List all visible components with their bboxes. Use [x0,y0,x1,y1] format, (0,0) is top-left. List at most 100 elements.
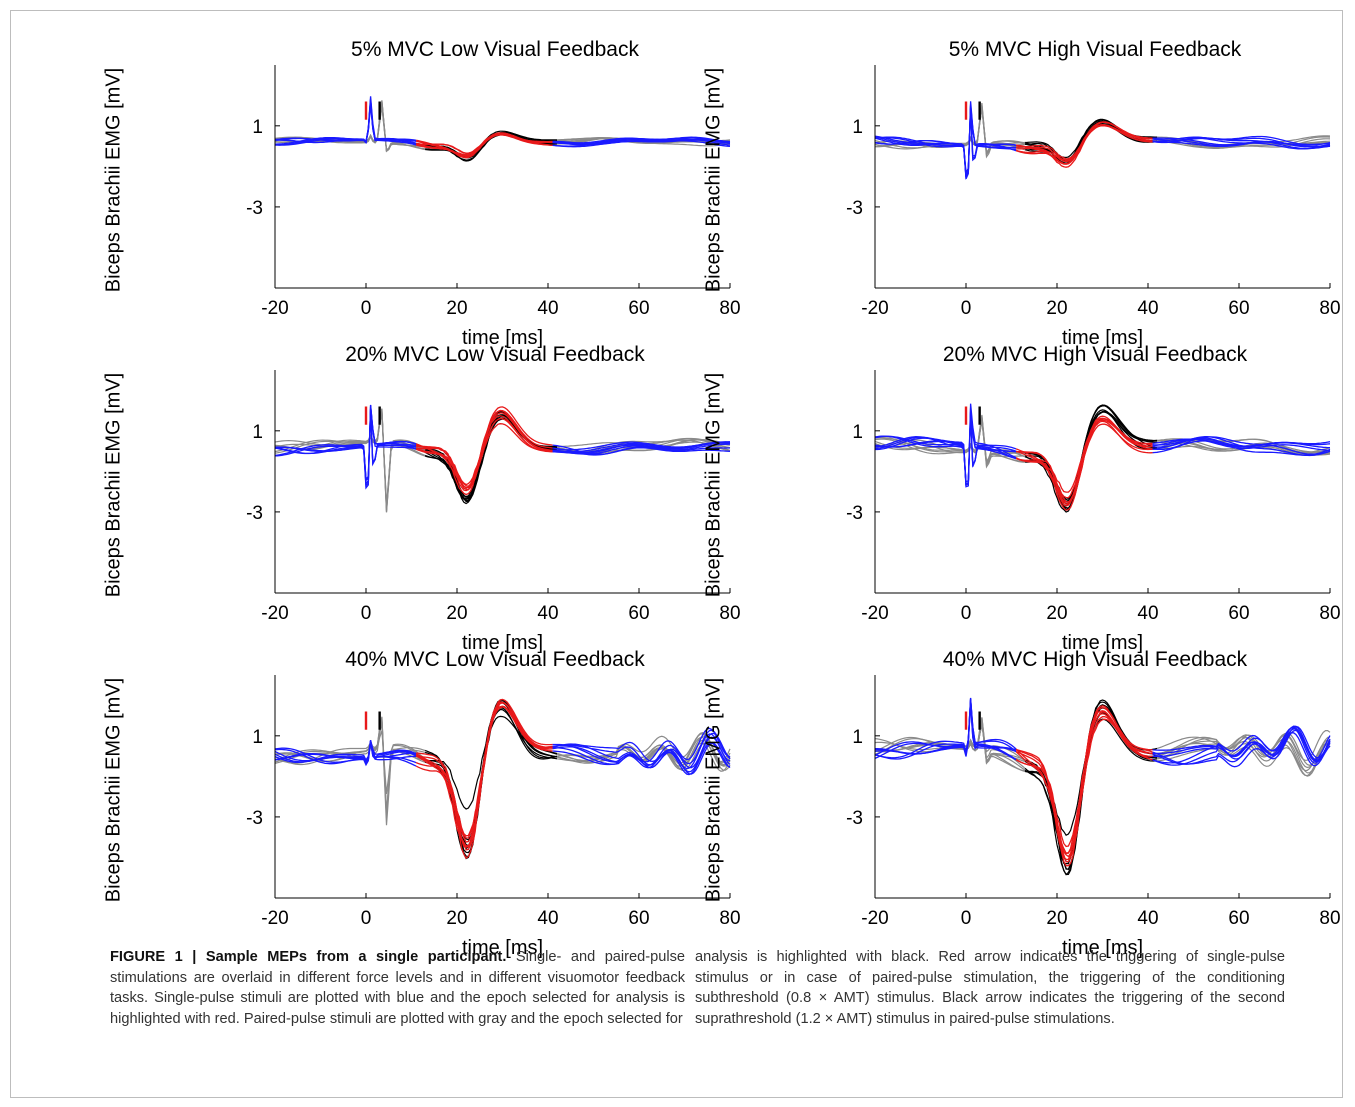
x-tick-label: 60 [1228,298,1249,319]
panel-title: 40% MVC High Visual Feedback [942,648,1248,671]
single-pulse-trace [552,137,731,148]
panel-title: 5% MVC Low Visual Feedback [351,38,639,61]
x-tick-label: -20 [261,298,288,319]
x-tick-label: 80 [1319,298,1340,319]
caption-left: FIGURE 1 | Sample MEPs from a single par… [110,947,685,1029]
y-axis-label: Biceps Brachii EMG [mV] [102,372,125,598]
single-pulse-selected-epoch [415,701,553,847]
chart-panel-5: -20 0 20 40 60 80 1 -3 40% MVC Low Visual Feedba… [100,630,741,959]
x-tick-label: 20 [1046,908,1067,929]
single-pulse-selected-epoch [1015,713,1153,848]
single-pulse-trace [1152,732,1331,767]
single-pulse-trace [1152,137,1331,148]
single-pulse-selected-epoch [415,133,553,156]
x-axis-label: time [ms] [1061,327,1144,349]
single-pulse-trace [1152,438,1331,451]
paired-pulse-trace [556,731,731,767]
single-pulse-trace [874,104,1017,181]
paired-pulse-trace [274,412,426,513]
x-tick-label: 20 [446,603,467,624]
x-tick-label: 60 [628,908,649,929]
y-tick-label: -3 [246,198,263,219]
single-pulse-trace [552,137,731,145]
single-pulse-trace [874,107,1017,175]
x-tick-label: 40 [1137,908,1158,929]
single-pulse-selected-epoch [1015,419,1153,493]
y-axis-label-wrap: Biceps Brachii EMG [mV] [700,20,728,320]
x-tick-label: -20 [261,603,288,624]
single-pulse-trace [874,699,1017,759]
paired-pulse-trace [274,106,426,152]
chart-panel-2: -20 0 20 40 60 80 1 -3 5% MVC High Visual Feedba… [700,20,1341,349]
x-tick-label: -20 [261,908,288,929]
single-pulse-trace [1152,727,1331,764]
single-pulse-trace [274,742,417,765]
x-tick-label: 60 [628,603,649,624]
figure-frame [10,10,1343,1098]
chart-panel-3: -20 0 20 40 60 80 1 -3 20% MVC Low Visual Feedba… [100,325,741,654]
single-pulse-selected-epoch [416,423,553,487]
paired-pulse-selected-epoch [1025,404,1158,502]
x-tick-label: 40 [1137,603,1158,624]
paired-pulse-trace [874,717,1026,773]
single-pulse-selected-epoch [415,701,553,848]
x-tick-label: 80 [719,298,740,319]
single-pulse-trace [274,104,417,146]
chart-svg: -20 0 20 40 60 80 1 -3 [846,675,1341,929]
x-tick-label: 80 [1319,908,1340,929]
x-tick-label: -20 [861,298,888,319]
paired-pulse-trace [274,716,426,817]
single-pulse-trace [874,415,1017,485]
x-axis-label: time [ms] [461,327,544,349]
y-tick-label: -3 [246,808,263,829]
single-pulse-trace [274,103,417,144]
single-pulse-trace [552,444,731,455]
y-axis-label-wrap: Biceps Brachii EMG [mV] [100,20,128,320]
x-tick-label: 40 [537,908,558,929]
y-tick-label: 1 [852,727,863,748]
y-axis-label-wrap: Biceps Brachii EMG [mV] [700,630,728,930]
x-tick-label: 20 [1046,298,1067,319]
paired-pulse-trace [274,720,426,813]
single-pulse-selected-epoch [415,134,553,159]
caption-left-text: Single- and paired-pulse stimulations ar… [110,949,686,1027]
x-axis-label: time [ms] [461,937,544,959]
single-pulse-selected-epoch [1015,121,1153,168]
paired-pulse-trace [274,412,426,508]
single-pulse-trace [275,409,417,481]
single-pulse-selected-epoch [1015,718,1153,858]
x-tick-label: 80 [719,603,740,624]
paired-pulse-trace [274,410,426,508]
y-tick-label: 1 [852,117,863,138]
y-axis-label-wrap: Biceps Brachii EMG [mV] [700,325,728,625]
x-tick-label: 40 [1137,298,1158,319]
paired-pulse-selected-epoch [1025,411,1158,501]
single-pulse-selected-epoch [415,705,553,839]
y-tick-label: -3 [846,808,863,829]
single-pulse-selected-epoch [1015,418,1153,511]
single-pulse-selected-epoch [1016,121,1153,162]
caption-right: analysis is highlighted with black. Red … [695,949,1285,1027]
single-pulse-trace [1152,438,1331,450]
x-tick-label: -20 [861,603,888,624]
single-pulse-selected-epoch [415,698,553,860]
y-axis-label-wrap: Biceps Brachii EMG [mV] [100,630,128,930]
y-axis-label: Biceps Brachii EMG [mV] [702,677,725,903]
x-tick-label: 0 [361,908,372,929]
paired-pulse-trace [1157,732,1331,766]
x-tick-label: 0 [961,908,972,929]
panel-title: 5% MVC High Visual Feedback [948,38,1242,61]
single-pulse-trace [552,733,731,770]
paired-pulse-trace [874,419,1026,466]
chart-svg: -20 0 20 40 60 80 1 -3 [246,675,741,929]
paired-pulse-trace [1157,736,1331,777]
x-axis-label: time [ms] [461,632,544,654]
panel-title: 40% MVC Low Visual Feedback [345,648,645,671]
x-tick-label: 80 [1319,603,1340,624]
chart-svg: -20 0 20 40 60 80 1 -3 [246,65,741,319]
x-axis-label: time [ms] [1061,632,1144,654]
single-pulse-trace [274,740,417,764]
panel-title: 20% MVC Low Visual Feedback [345,343,645,366]
single-pulse-trace [1152,726,1331,765]
single-pulse-trace [1152,437,1331,456]
